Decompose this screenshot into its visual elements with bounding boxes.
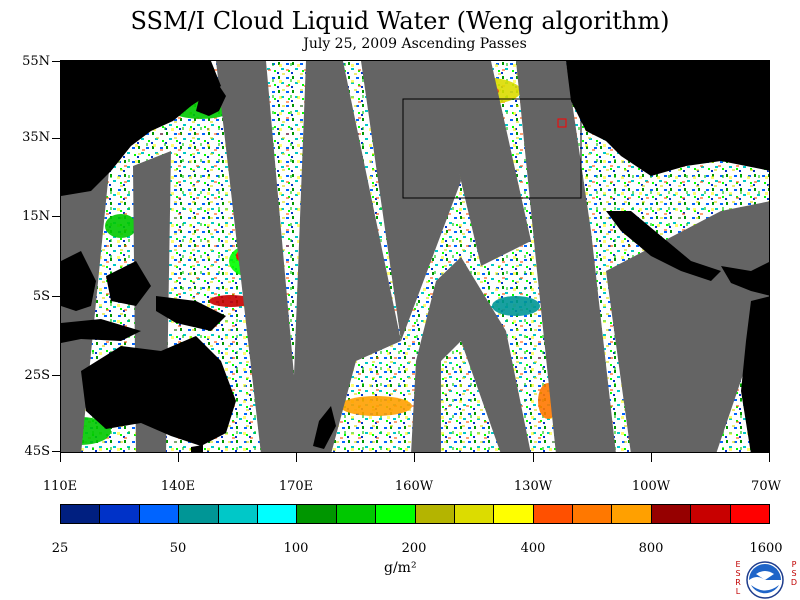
legend-swatch: [454, 505, 495, 523]
noaa-logo: E S R L P S D: [732, 560, 798, 600]
legend-swatch: [612, 505, 652, 523]
page-subtitle: July 25, 2009 Ascending Passes: [303, 36, 527, 52]
legend-swatch: [257, 505, 298, 523]
marker-box: [557, 118, 567, 128]
swath-gap-8: [516, 61, 616, 452]
legend-swatch: [415, 505, 455, 523]
legend-label-200: 200: [401, 541, 427, 556]
logo-letters-esrl: E S R L: [735, 560, 741, 596]
legend-swatch: [573, 505, 613, 523]
lat-label-35n: 35N: [22, 130, 50, 145]
lat-label-15n: 15N: [22, 209, 50, 224]
lat-label-5s: 5S: [32, 289, 50, 304]
lat-label-55n: 55N: [22, 54, 50, 69]
lon-label-130w: 130W: [513, 479, 553, 494]
legend-swatch: [218, 505, 258, 523]
color-legend: [60, 504, 770, 524]
region-box: [402, 98, 582, 199]
lat-tick: [52, 296, 60, 297]
cloud-water-map: [60, 60, 770, 453]
lon-tick: [178, 453, 179, 462]
land-australia: [81, 336, 236, 446]
legend-swatch: [691, 505, 731, 523]
land-asia: [61, 61, 221, 196]
swath-gap-3: [216, 61, 301, 452]
noaa-seal-icon: [746, 561, 784, 599]
land-indochina: [61, 251, 96, 311]
lat-tick: [52, 138, 60, 139]
lon-label-160w: 160W: [394, 479, 434, 494]
lon-label-110e: 110E: [42, 479, 78, 494]
legend-swatch: [730, 505, 770, 523]
logo-letters-psd: P S D: [790, 560, 798, 587]
lon-label-170e: 170E: [278, 479, 314, 494]
swath-gap-9: [606, 201, 769, 452]
legend-swatch: [533, 505, 574, 523]
cloud-band-maritime: [209, 295, 253, 307]
swath-gap-6: [436, 61, 531, 266]
swath-gap-5: [361, 61, 461, 341]
land-japan: [196, 81, 226, 116]
lat-tick: [52, 375, 60, 376]
land-south-america: [741, 296, 769, 452]
land-indonesia: [61, 319, 141, 343]
legend-units: g/m²: [384, 560, 417, 576]
cloud-band-philippines: [105, 214, 137, 238]
legend-swatch: [139, 505, 180, 523]
land-central-america: [721, 262, 769, 296]
swath-gap-1: [61, 171, 109, 452]
lon-label-70w: 70W: [751, 479, 781, 494]
legend-swatch: [336, 505, 377, 523]
legend-swatch: [100, 505, 140, 523]
land-new-zealand: [313, 406, 336, 449]
lat-tick: [52, 61, 60, 62]
legend-swatch: [179, 505, 219, 523]
lon-tick: [60, 453, 61, 462]
legend-swatch: [651, 505, 692, 523]
legend-swatch: [297, 505, 337, 523]
legend-label-1600: 1600: [749, 541, 783, 556]
lon-tick: [533, 453, 534, 462]
legend-label-400: 400: [520, 541, 546, 556]
lat-tick: [52, 216, 60, 217]
map-graphic: [61, 61, 769, 452]
cloud-band-east-tropics: [492, 296, 540, 316]
swath-gap-4: [291, 61, 401, 452]
cloud-band-south-pacific: [340, 396, 412, 416]
land-new-guinea: [156, 296, 226, 331]
land-mexico: [606, 211, 721, 281]
legend-swatch: [494, 505, 534, 523]
lon-tick: [296, 453, 297, 462]
legend-swatch: [61, 505, 101, 523]
legend-label-25: 25: [51, 541, 69, 556]
lat-label-25s: 25S: [24, 368, 50, 383]
lon-label-100w: 100W: [631, 479, 671, 494]
lon-tick: [651, 453, 652, 462]
lon-tick: [414, 453, 415, 462]
legend-swatch: [376, 505, 416, 523]
lat-label-45s: 45S: [24, 444, 50, 459]
land-borneo: [106, 261, 151, 306]
legend-label-50: 50: [169, 541, 187, 556]
legend-label-100: 100: [283, 541, 309, 556]
land-north-america: [566, 61, 769, 176]
page-title: SSM/I Cloud Liquid Water (Weng algorithm…: [130, 7, 670, 35]
lon-label-140e: 140E: [160, 479, 196, 494]
swath-gap-7: [411, 257, 531, 452]
swath-gaps: [61, 61, 769, 452]
legend-label-800: 800: [638, 541, 664, 556]
lon-tick: [769, 453, 770, 462]
land-tasmania: [191, 445, 203, 452]
land-masses: [61, 61, 769, 452]
lat-tick: [52, 451, 60, 452]
